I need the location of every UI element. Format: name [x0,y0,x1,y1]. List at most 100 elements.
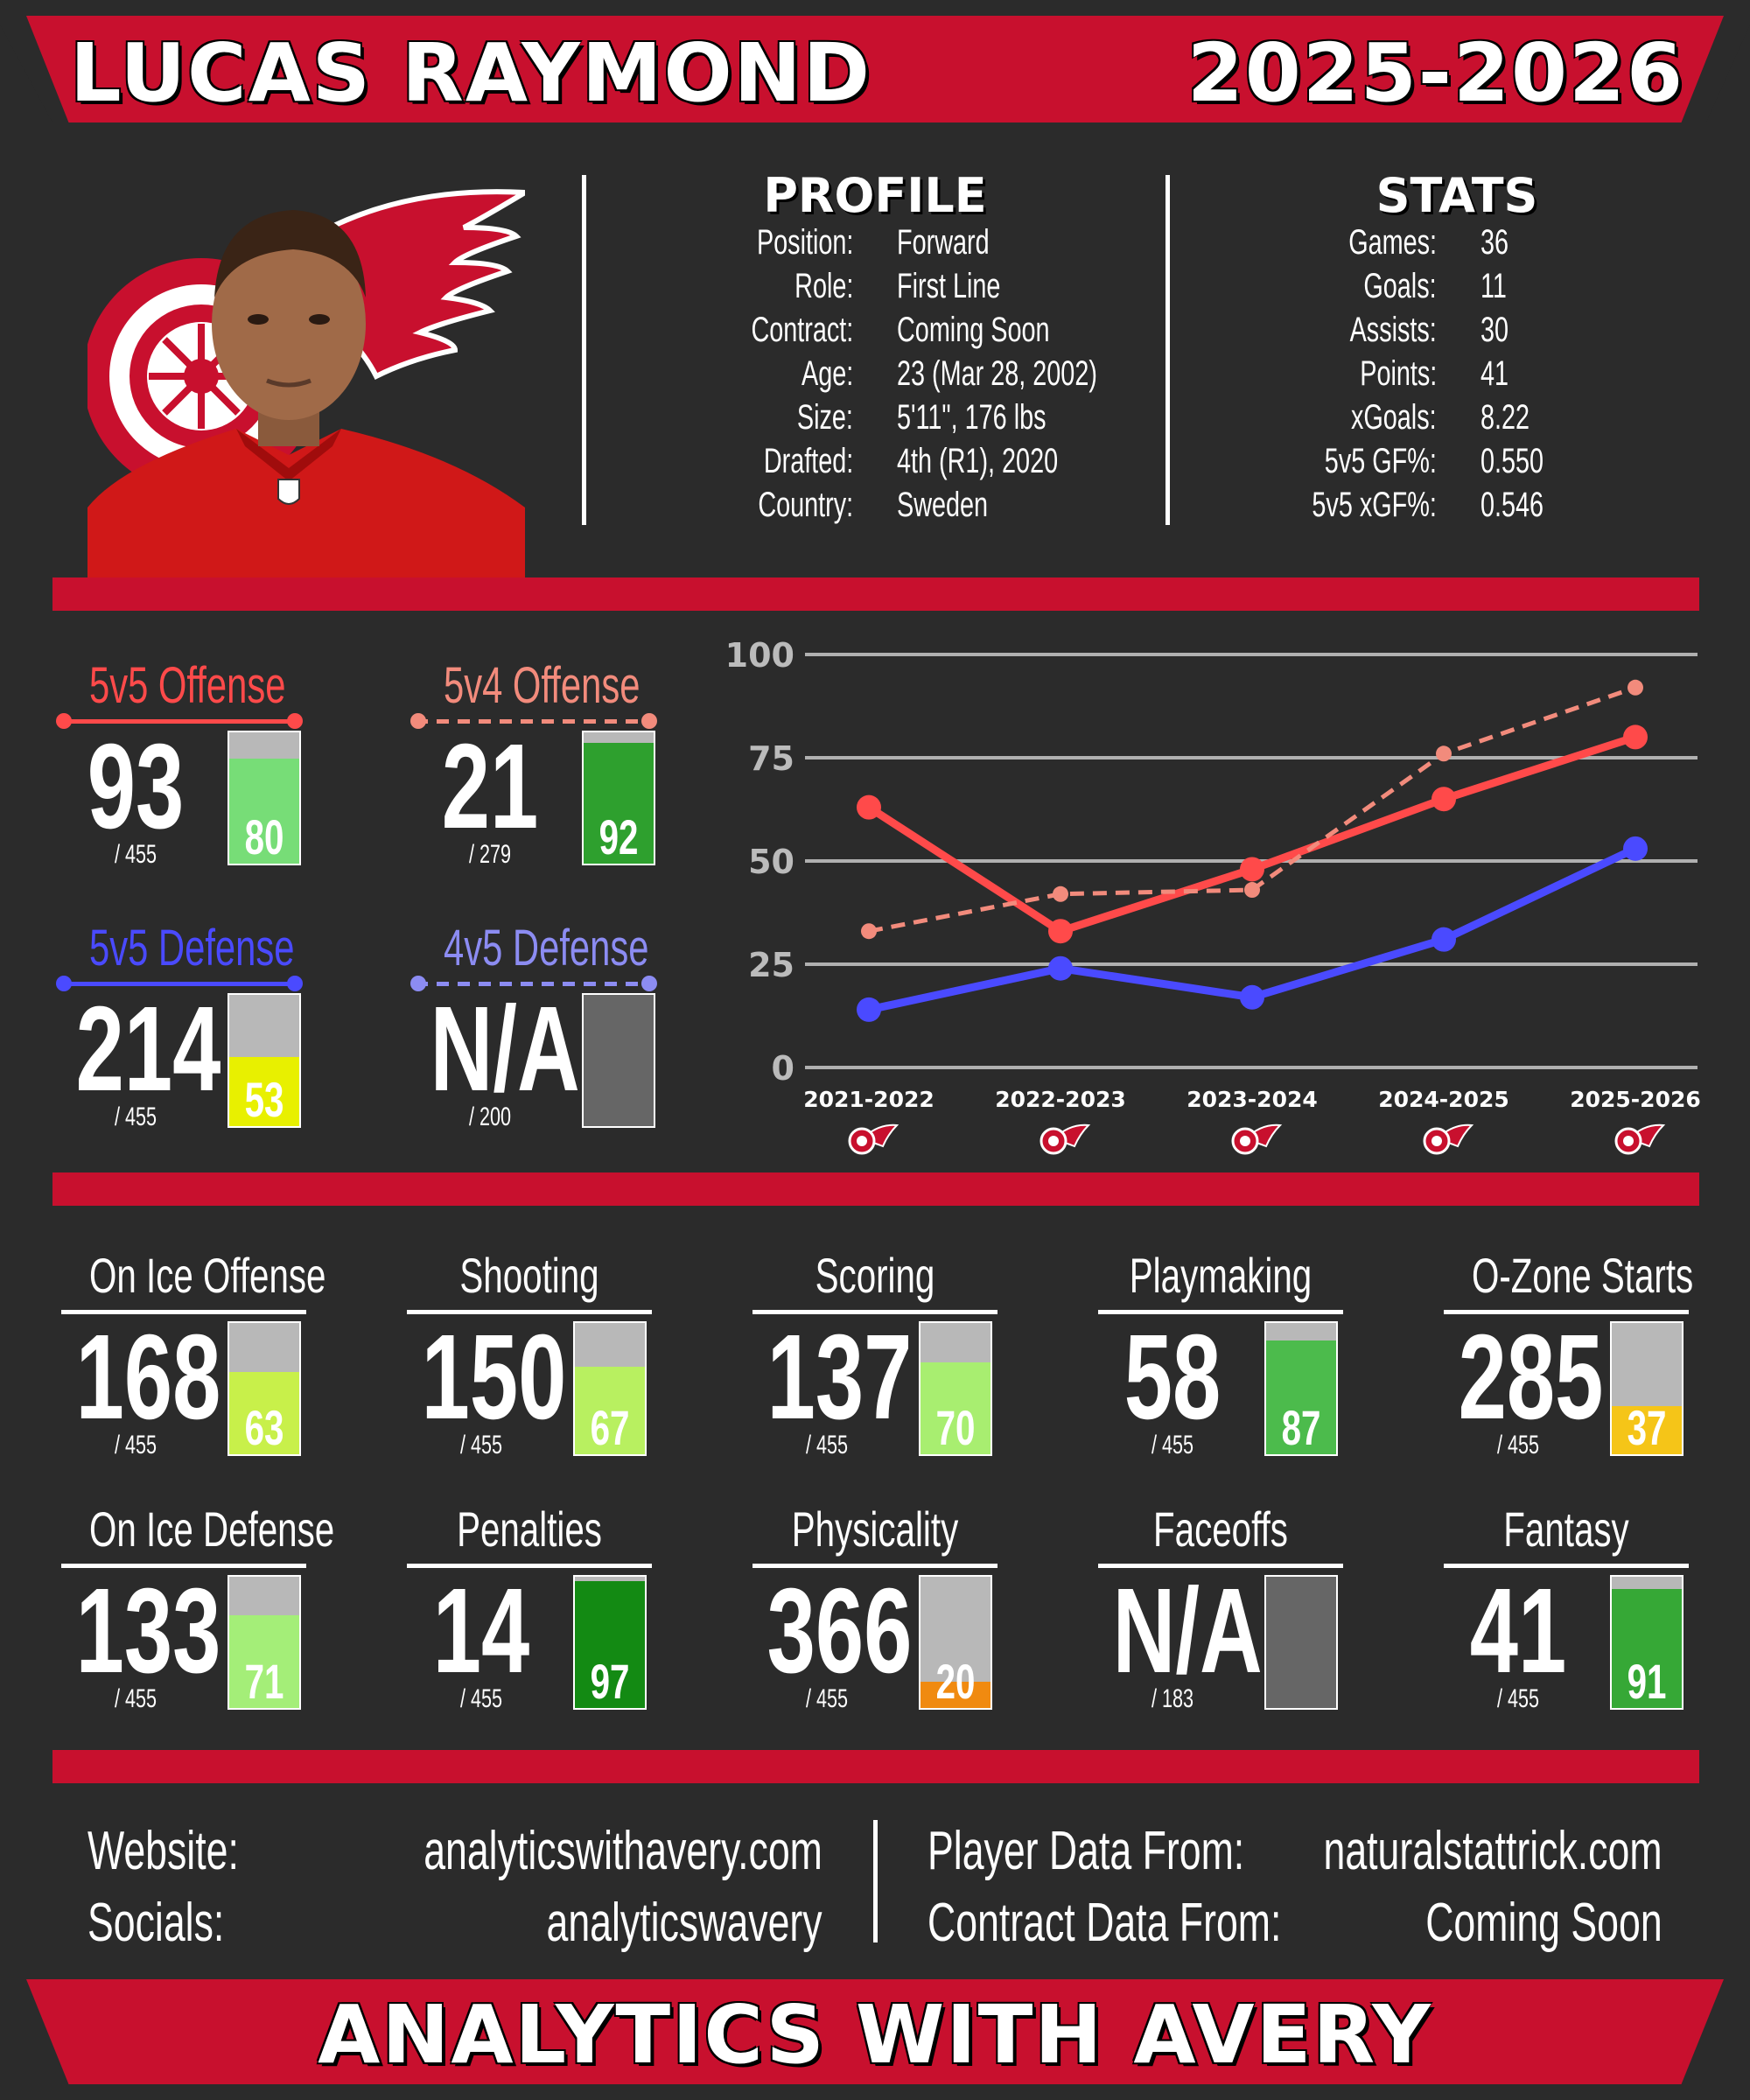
data-point [1240,984,1264,1010]
metric-underline [752,1564,998,1568]
data-point [1244,882,1260,899]
percentile-value: 91 [1627,1654,1667,1709]
stats-row-value: 8.22 [1480,398,1530,437]
website-link[interactable]: analyticswithavery.com [424,1821,822,1881]
profile-row-label: Position: [756,223,853,262]
metric-total: / 455 [805,1684,849,1713]
profile-row-label: Drafted: [763,442,853,480]
red-wings-logo-icon [1040,1124,1091,1155]
metric-total: / 183 [1151,1684,1194,1713]
stats-row-value: 41 [1480,354,1509,393]
trend-chart: 0 25 50 75 100 2021-2022 2022-2023 2023-2024 202… [725,636,1701,1155]
profile-row-value: Sweden [897,486,989,524]
metric-card: Faceoffs N/A/ 183 [1089,1501,1352,1728]
percentile-bar: 91 [1610,1575,1684,1710]
metric-total: / 455 [1496,1684,1540,1713]
metric-title: On Ice Offense [88,1248,326,1303]
metric-underline [1444,1564,1689,1568]
percentile-bar: 92 [582,731,655,865]
metric-card: Physicality 366/ 455 20 [744,1501,1006,1728]
stats-row-value: 11 [1480,267,1507,305]
profile-row-label: Country: [758,486,853,524]
percentile-value: 53 [244,1072,284,1127]
percentile-value: 97 [590,1654,630,1709]
percentile-bar [1264,1575,1338,1710]
metric-total: / 455 [114,1684,158,1713]
socials-label: Socials: [88,1893,225,1953]
profile-row-value: 4th (R1), 2020 [897,442,1059,480]
stats-heading: STATS [1376,168,1538,223]
metric-rank: 133 [75,1564,221,1698]
percentile-fill [920,1362,990,1454]
metric-card: 5v5 Offense 93/ 455 80 [52,656,315,884]
stats-row-label: Games: [1348,223,1437,262]
percentile-bar: 70 [919,1321,992,1456]
percentile-value: 63 [244,1400,284,1455]
x-tick-label: 2024-2025 [1378,1087,1509,1112]
metric-card: 4v5 Defense N/A/ 200 [407,919,669,1146]
underline-dot [287,976,303,991]
metric-card: Playmaking 58/ 455 87 [1089,1247,1352,1474]
metric-rank: N/A [1112,1564,1263,1698]
section-divider-2 [52,1172,1699,1206]
stats-row-label: Goals: [1363,267,1437,305]
x-tick-label: 2021-2022 [803,1087,934,1112]
stats-row-value: 0.550 [1480,442,1544,480]
metric-underline [61,1310,306,1314]
percentile-bar: 37 [1610,1321,1684,1456]
stats-row-value: 30 [1480,311,1509,349]
metric-title: Playmaking [1129,1248,1312,1303]
player-data-source[interactable]: naturalstattrick.com [1323,1821,1662,1881]
percentile-value: 71 [244,1654,284,1709]
metric-card: Scoring 137/ 455 70 [744,1247,1006,1474]
section-divider-1 [52,578,1699,611]
metric-rank: 14 [432,1564,530,1698]
profile-row-value: 5'11", 176 lbs [897,398,1046,437]
player-headshot [88,210,525,578]
profile-heading: PROFILE [763,168,987,223]
metric-title: 5v5 Defense [88,920,295,976]
red-wings-logo-icon [848,1124,900,1155]
metric-card: On Ice Defense 133/ 455 71 [52,1501,335,1728]
profile-row-value: First Line [897,267,1001,305]
website-label: Website: [88,1821,239,1881]
metric-title: 5v5 Offense [88,657,286,714]
metric-underline [407,1310,652,1314]
contract-data-label: Contract Data From: [928,1893,1282,1953]
player-name: LUCAS RAYMOND [70,26,872,120]
percentile-bar: 80 [228,731,301,865]
red-wings-logo-icon [1614,1124,1666,1155]
profile-row-value: Coming Soon [897,311,1050,349]
metric-total: / 455 [114,1102,158,1131]
metric-card: Shooting 150/ 455 67 [398,1247,661,1474]
metric-title: Physicality [791,1502,959,1557]
underline-dot [287,713,303,729]
data-point [1048,956,1073,981]
metric-underline [1444,1310,1689,1314]
section-divider-3 [52,1750,1699,1783]
metric-title: Shooting [459,1248,599,1303]
metric-title: On Ice Defense [88,1502,335,1557]
header-banner-fill [26,16,1724,122]
metric-title: Fantasy [1503,1502,1629,1557]
metric-rank: 137 [766,1310,913,1445]
percentile-fill [575,1366,645,1454]
metric-underline [56,976,303,991]
percentile-bar: 63 [228,1321,301,1456]
data-point [1628,679,1643,696]
metric-total: / 455 [114,840,158,869]
brand-title: ANALYTICS WITH AVERY [318,1988,1432,2082]
metric-rank: 366 [766,1564,913,1698]
metric-rank: 41 [1469,1564,1567,1698]
percentile-value: 67 [590,1400,630,1455]
percentile-fill [584,743,654,864]
metric-underline [1098,1564,1343,1568]
red-wings-logo-icon [1423,1124,1474,1155]
stats-row-label: Points: [1359,354,1437,393]
socials-handle[interactable]: analyticswavery [546,1893,822,1953]
percentile-fill [1612,1588,1682,1708]
y-tick-label: 25 [748,946,794,984]
profile-row-label: Size: [796,398,853,437]
data-point [1436,746,1452,762]
profile-row-label: Contract: [751,311,853,349]
